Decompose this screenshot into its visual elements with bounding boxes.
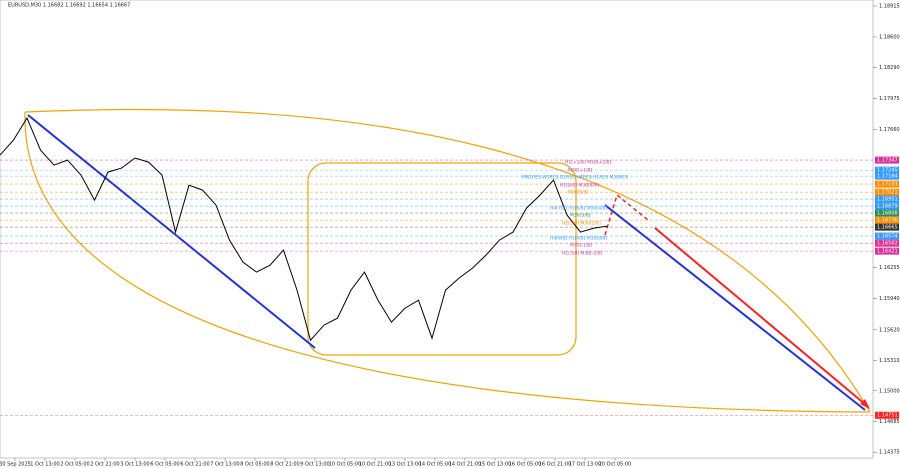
level-label: 1.16736: [877, 218, 898, 224]
y-tick-label: 1.14685: [879, 419, 900, 425]
level-annotation: H1[+1/8] M30[+2/8]: [565, 160, 612, 166]
x-tick-label: 8 Oct 21:00: [270, 462, 299, 468]
forecast-arrow: [654, 227, 867, 406]
y-tick-label: 1.17975: [879, 96, 900, 102]
chart-title: EURUSD,M30 1.16682 1.16692 1.16654 1.166…: [8, 3, 130, 9]
arrow-head: [860, 399, 870, 409]
arc-lower: [24, 111, 871, 413]
x-tick-label: 16 Oct 21:00: [539, 462, 572, 468]
level-annotation: H4[7/8] H1[6/8] M30[4/8]: [550, 206, 607, 212]
arc-upper: [24, 108, 871, 413]
y-tick-label: 1.15620: [879, 327, 900, 333]
level-annotation: H1[8/8] M30[8/8]: [560, 183, 599, 189]
level-tag: [875, 172, 899, 180]
level-tag: [875, 247, 899, 255]
x-tick-label: 2 Oct 21:00: [90, 462, 119, 468]
level-tag: [875, 232, 899, 240]
level-label: 1.16574: [877, 234, 898, 240]
x-tick-label: 20 Oct 05:00: [599, 462, 632, 468]
y-tick-label: 1.18290: [879, 65, 900, 71]
range-box: [307, 162, 577, 356]
level-tag: [875, 239, 899, 247]
x-tick-label: 17 Oct 13:00: [569, 462, 602, 468]
y-tick-label: 1.16255: [879, 265, 900, 271]
level-annotation: M30[-1/8]: [570, 243, 592, 249]
trend-line: [27, 114, 316, 349]
level-tag: [875, 202, 899, 210]
y-tick-label: 1.15940: [879, 296, 900, 302]
x-tick-label: 15 Oct 13:00: [479, 462, 512, 468]
x-tick-label: 2 Oct 05:00: [60, 462, 89, 468]
x-tick-label: 10 Oct 05:00: [329, 462, 362, 468]
price-line: [0, 116, 608, 342]
level-label: 1.17184: [877, 174, 898, 180]
y-tick-label: 1.18600: [879, 34, 900, 40]
y-tick-label: 1.15310: [879, 358, 900, 364]
plot-frame: [0, 0, 874, 459]
x-tick-label: 8 Oct 05:00: [240, 462, 269, 468]
level-label: 1.16502: [877, 241, 898, 247]
level-label: 1.17103: [877, 182, 898, 188]
level-tag: [875, 223, 899, 231]
x-tick-label: 9 Oct 13:00: [300, 462, 329, 468]
level-label: 1.16808: [877, 211, 898, 217]
y-tick-label: 1.15000: [879, 388, 900, 394]
level-annotation: H1[5/8] M30[2/8]: [562, 221, 601, 227]
x-tick-label: 13 Oct 13:00: [389, 462, 422, 468]
level-annotation: H1[3/8] M30[-2/8]: [562, 251, 603, 257]
level-tag: [875, 180, 899, 188]
trend-line: [604, 204, 866, 411]
x-tick-label: 3 Oct 13:00: [120, 462, 149, 468]
x-tick-label: 30 Sep 2025: [0, 462, 31, 468]
level-annotation: M30[3/8]: [570, 213, 591, 219]
x-tick-label: 14 Oct 05:00: [419, 462, 452, 468]
y-tick-label: 1.14375: [879, 450, 900, 456]
level-tag: [875, 216, 899, 224]
level-label: 1.17245: [877, 168, 898, 174]
y-tick-label: 1.17660: [879, 127, 900, 133]
x-tick-label: 6 Oct 21:00: [180, 462, 209, 468]
level-label: 1.14751: [877, 413, 898, 419]
level-label: 1.16951: [877, 197, 898, 203]
level-tag: [875, 156, 899, 164]
x-tick-label: 6 Oct 05:00: [150, 462, 179, 468]
level-tag: [875, 209, 899, 217]
x-tick-label: 7 Oct 13:00: [210, 462, 239, 468]
level-tag: [875, 188, 899, 196]
level-annotation: M30[5/8]: [568, 190, 589, 196]
level-tag: [875, 195, 899, 203]
x-tick-label: 10 Oct 21:00: [359, 462, 392, 468]
y-tick-label: 1.18915: [879, 3, 900, 9]
level-annotation: H4[6/8] H1[4/8] M30[0/8]: [550, 236, 607, 242]
level-annotation: M30[+1/8]: [568, 168, 592, 174]
level-label: 1.16421: [877, 249, 898, 255]
x-tick-label: 14 Oct 21:00: [449, 462, 482, 468]
level-tag: [875, 411, 899, 419]
x-tick-label: 1 Oct 13:00: [30, 462, 59, 468]
level-label: 1.17347: [877, 158, 898, 164]
level-label: 1.16665: [877, 225, 898, 231]
level-label: 1.16879: [877, 204, 898, 210]
x-tick-label: 16 Oct 05:00: [509, 462, 542, 468]
level-label: 1.17021: [877, 190, 898, 196]
level-tag: [875, 166, 899, 174]
level-annotation: MN1RES W1RES D1RES H4RES H1RES M30RES: [522, 175, 628, 181]
